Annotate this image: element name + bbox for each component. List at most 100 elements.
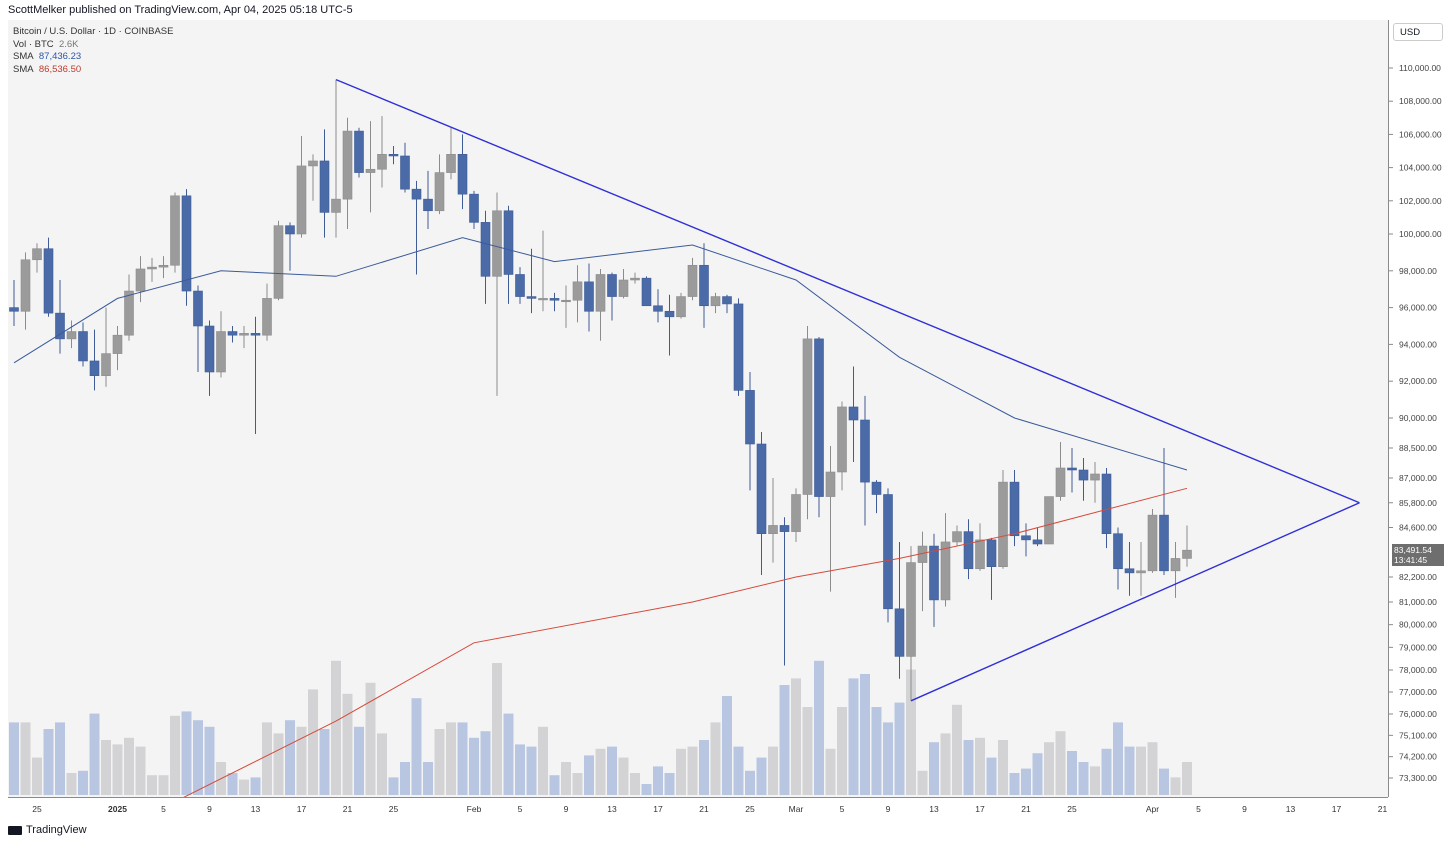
candle-body	[285, 225, 295, 235]
candle-body	[768, 525, 778, 534]
candle-body	[1101, 473, 1112, 534]
candle-body	[802, 338, 813, 495]
candle	[975, 523, 985, 571]
volume-bar	[676, 748, 686, 795]
candle-body	[1044, 496, 1054, 545]
price-tick-label: 88,500.00	[1399, 443, 1437, 453]
candle	[710, 292, 721, 314]
candle-body	[227, 331, 238, 336]
chart-plot-area[interactable]	[8, 20, 1388, 797]
time-tick-label: 13	[929, 804, 939, 814]
candle-body	[170, 195, 180, 266]
candle-body	[848, 406, 859, 421]
candle	[319, 129, 330, 238]
volume-bar	[1182, 762, 1192, 795]
legend-sma1-value: 87,436.23	[38, 51, 82, 62]
candle-body	[894, 608, 905, 657]
volume-bar	[1113, 722, 1123, 795]
candle	[584, 263, 594, 332]
candle	[55, 280, 65, 354]
price-tick-label: 81,000.00	[1399, 597, 1437, 607]
trendline	[910, 502, 1360, 702]
volume-bar	[1055, 731, 1066, 795]
volume-bar	[1170, 777, 1181, 795]
candle	[906, 546, 916, 701]
currency-button[interactable]: USD	[1393, 23, 1443, 41]
candle-body	[469, 193, 479, 223]
tradingview-logo[interactable]: TradingView	[8, 824, 87, 836]
candle	[308, 154, 318, 201]
volume-bar	[1021, 768, 1031, 795]
price-tick-label: 100,000.00	[1399, 229, 1442, 239]
price-tick-label: 106,000.00	[1399, 129, 1442, 139]
volume-bar	[837, 707, 847, 795]
trendline	[335, 78, 1360, 504]
candle-body	[158, 264, 169, 268]
candle	[78, 322, 88, 367]
price-tick-label: 104,000.00	[1399, 163, 1442, 173]
volume-bar	[607, 746, 617, 795]
footer-brand: TradingView	[26, 824, 87, 836]
time-axis[interactable]: 25 2025 5 9 13 17 21 25 Feb 5 9 13 17 21 25 Mar 5 9 13 17 21…	[8, 797, 1388, 818]
volume-bar	[952, 704, 962, 795]
publisher-line: ScottMelker published on TradingView.com…	[8, 4, 353, 16]
candle-body	[561, 299, 571, 303]
candle-body	[883, 494, 893, 610]
last-price-value: 83,491.54	[1394, 545, 1432, 556]
volume-bar	[1147, 742, 1158, 795]
time-tick-label: 25	[32, 804, 42, 814]
candle	[400, 142, 410, 193]
sma-fast-line	[13, 237, 1188, 471]
candle	[998, 470, 1008, 569]
volume-bar	[1090, 766, 1100, 795]
candle	[1055, 442, 1066, 501]
volume-bar	[538, 726, 548, 795]
candle-body	[377, 154, 387, 170]
volume-bar	[986, 757, 997, 795]
candle-body	[32, 248, 42, 261]
candle	[837, 401, 847, 491]
candle-body	[1078, 469, 1089, 481]
candle-body	[308, 160, 318, 167]
price-tick-label: 98,000.00	[1399, 266, 1437, 276]
candle	[1044, 496, 1054, 545]
candle	[32, 243, 42, 273]
volume-bar	[584, 755, 594, 795]
candle	[20, 252, 31, 330]
volume-bar	[848, 678, 859, 795]
legend-sma1-label: SMA	[13, 51, 34, 62]
volume-bar	[377, 733, 387, 795]
candle	[768, 478, 778, 563]
candle	[630, 272, 640, 284]
candlestick-chart[interactable]	[8, 20, 1388, 797]
volume-bar	[400, 762, 410, 795]
price-axis[interactable]: 110,000.00 108,000.00 106,000.00 104,000.00…	[1388, 20, 1449, 797]
candle-body	[89, 360, 100, 376]
candle	[595, 268, 606, 341]
candle-body	[434, 172, 445, 212]
candle-body	[871, 481, 882, 495]
candle-body	[986, 539, 997, 567]
volume-bar	[250, 777, 261, 795]
volume-bar	[630, 773, 640, 795]
last-price-tag: 83,491.54 13:41:45	[1392, 544, 1444, 567]
candle	[1101, 468, 1112, 549]
candle	[722, 294, 732, 314]
candle-body	[722, 296, 732, 305]
volume-bar	[1009, 773, 1020, 795]
price-tick-label: 76,000.00	[1399, 709, 1437, 719]
candle-body	[273, 225, 284, 299]
candle-body	[66, 331, 77, 340]
candle-body	[860, 419, 870, 483]
candle	[457, 134, 468, 210]
time-tick-label: 9	[886, 804, 891, 814]
candle-body	[653, 305, 663, 312]
time-tick-label: 25	[745, 804, 755, 814]
candle-body	[20, 259, 31, 312]
candle	[1067, 448, 1077, 493]
candle-body	[216, 331, 226, 373]
tradingview-logo-icon	[8, 825, 22, 835]
volume-bar	[653, 766, 663, 795]
candle	[756, 432, 767, 575]
candle	[66, 320, 77, 349]
